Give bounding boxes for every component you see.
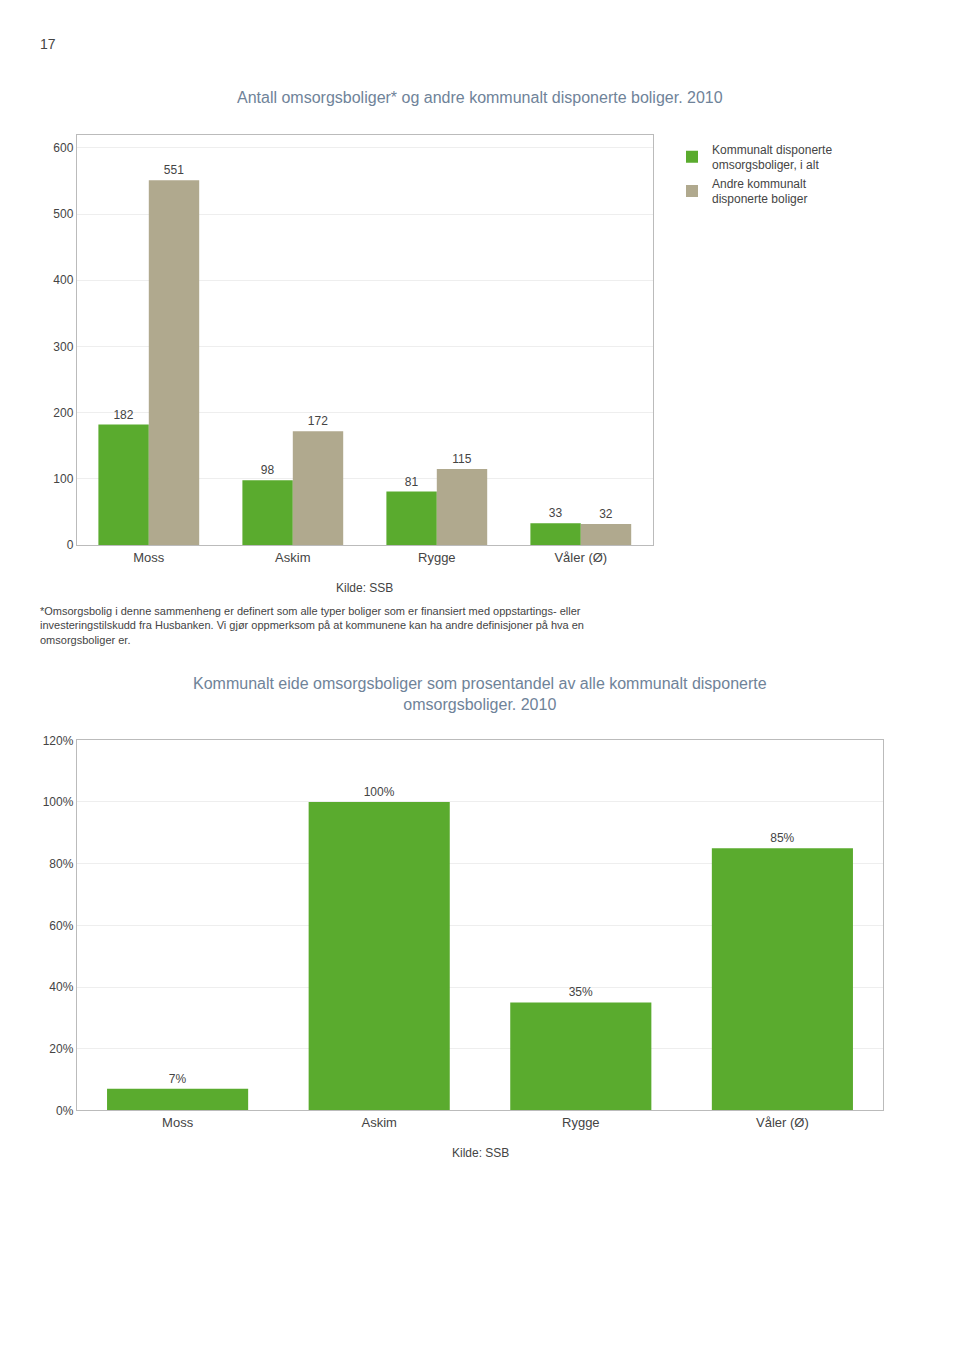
svg-text:Kilde: SSB: Kilde: SSB: [336, 581, 393, 595]
svg-text:182: 182: [113, 408, 133, 422]
svg-text:500: 500: [53, 207, 73, 221]
svg-text:*Omsorgsbolig i denne sammenhe: *Omsorgsbolig i denne sammenheng er defi…: [40, 605, 584, 646]
svg-text:60%: 60%: [49, 919, 73, 933]
svg-text:115: 115: [452, 452, 471, 466]
svg-text:300: 300: [53, 340, 73, 354]
svg-text:Askim: Askim: [362, 1115, 397, 1130]
svg-text:32: 32: [599, 507, 613, 521]
svg-text:600: 600: [53, 141, 73, 155]
svg-text:Våler (Ø): Våler (Ø): [756, 1115, 809, 1130]
svg-text:17: 17: [40, 36, 56, 52]
svg-text:Rygge: Rygge: [418, 550, 456, 565]
svg-text:0: 0: [67, 538, 74, 552]
svg-text:20%: 20%: [49, 1042, 73, 1056]
svg-text:80%: 80%: [49, 857, 73, 871]
svg-text:100%: 100%: [43, 795, 74, 809]
svg-text:200: 200: [53, 406, 73, 420]
svg-text:Moss: Moss: [162, 1115, 194, 1130]
svg-text:551: 551: [164, 163, 184, 177]
svg-text:Rygge: Rygge: [562, 1115, 600, 1130]
svg-text:172: 172: [308, 414, 328, 428]
svg-text:Kommunalt disponerteomsorgsbol: Kommunalt disponerteomsorgsboliger, i al…: [712, 143, 832, 173]
svg-text:Moss: Moss: [133, 550, 165, 565]
svg-text:40%: 40%: [49, 980, 73, 994]
svg-text:400: 400: [53, 273, 73, 287]
svg-text:Andre kommunaltdisponerte boli: Andre kommunaltdisponerte boliger: [712, 177, 807, 207]
svg-text:98: 98: [261, 463, 275, 477]
svg-text:85%: 85%: [770, 831, 794, 845]
svg-text:0%: 0%: [56, 1104, 74, 1118]
svg-text:100: 100: [53, 472, 73, 486]
svg-text:100%: 100%: [364, 785, 395, 799]
svg-text:120%: 120%: [43, 734, 74, 748]
svg-text:Våler (Ø): Våler (Ø): [554, 550, 607, 565]
svg-text:Kommunalt eide omsorgsboliger: Kommunalt eide omsorgsboliger som prosen…: [193, 675, 767, 713]
svg-text:7%: 7%: [169, 1072, 187, 1086]
svg-text:35%: 35%: [569, 985, 593, 999]
svg-text:Askim: Askim: [275, 550, 310, 565]
svg-text:33: 33: [549, 506, 563, 520]
svg-text:81: 81: [405, 475, 419, 489]
svg-text:Kilde: SSB: Kilde: SSB: [452, 1146, 509, 1160]
svg-text:Antall omsorgsboliger* og andr: Antall omsorgsboliger* og andre kommunal…: [237, 89, 723, 106]
